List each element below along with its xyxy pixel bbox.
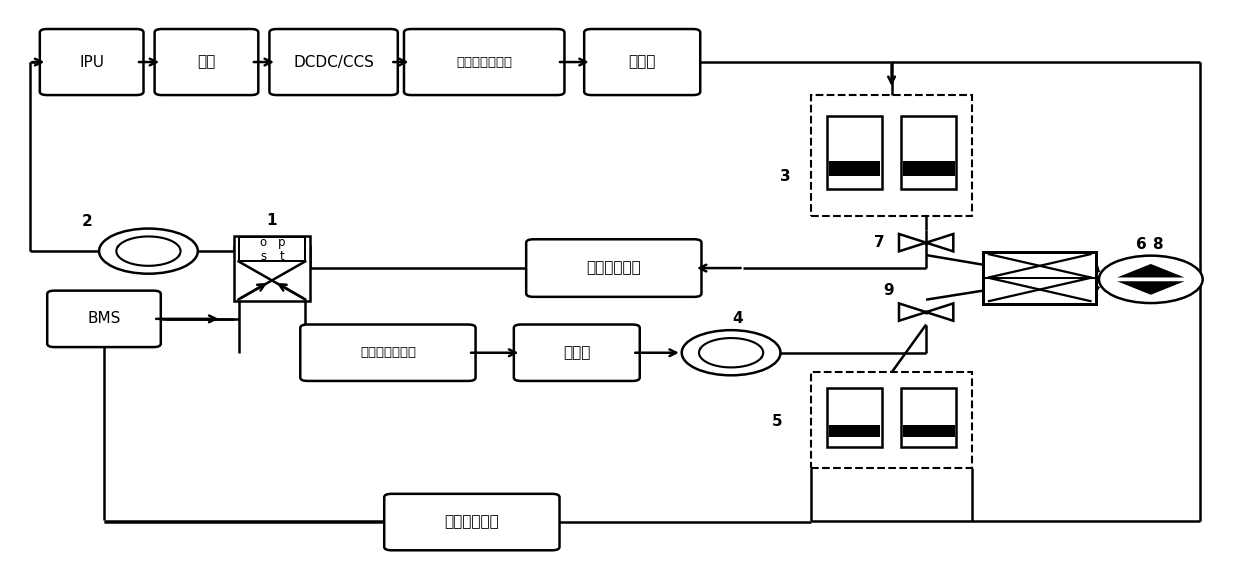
Text: IPU: IPU [79,55,104,70]
Bar [901,388,956,447]
Polygon shape [1117,281,1184,295]
Bar [903,161,955,176]
FancyBboxPatch shape [155,29,258,95]
Text: 7: 7 [874,235,885,250]
FancyBboxPatch shape [513,324,640,381]
FancyBboxPatch shape [404,29,564,95]
Text: 电机: 电机 [197,55,216,70]
Polygon shape [899,303,926,321]
Text: o: o [259,236,267,249]
Text: 9: 9 [883,283,894,298]
Text: 第一温度传感器: 第一温度传感器 [456,55,512,68]
FancyBboxPatch shape [526,239,702,297]
Text: 6: 6 [1136,237,1147,252]
Text: p: p [278,236,285,249]
Polygon shape [899,234,926,251]
Text: 3: 3 [780,169,791,184]
Text: 4: 4 [732,311,743,327]
Text: 8: 8 [1152,237,1162,252]
Text: 第一供液装置: 第一供液装置 [587,260,641,275]
Bar [811,95,972,216]
FancyBboxPatch shape [47,291,161,347]
Text: DCDC/CCS: DCDC/CCS [293,55,374,70]
Bar [827,116,882,189]
Text: 1: 1 [267,213,277,229]
FancyBboxPatch shape [584,29,701,95]
Bar [903,425,955,437]
Circle shape [99,229,198,274]
Circle shape [682,330,780,375]
Text: t: t [279,250,284,263]
Bar [828,161,880,176]
FancyBboxPatch shape [40,29,144,95]
FancyBboxPatch shape [300,324,476,381]
Bar [983,252,1096,304]
Polygon shape [926,303,954,321]
Bar [811,372,972,469]
Text: BMS: BMS [87,311,120,327]
Bar [827,388,882,447]
Bar [901,116,956,189]
Circle shape [1099,256,1203,303]
Polygon shape [1117,264,1184,278]
Text: 2: 2 [82,214,92,229]
Bar [233,235,310,300]
FancyBboxPatch shape [384,494,559,550]
Text: 散热器: 散热器 [629,55,656,70]
Text: 第二温度传感器: 第二温度传感器 [360,346,415,359]
Text: 5: 5 [771,414,782,429]
Polygon shape [926,234,954,251]
FancyBboxPatch shape [269,29,398,95]
Text: s: s [260,250,267,263]
Bar [828,425,880,437]
Bar [238,237,305,262]
Text: 加热器: 加热器 [563,345,590,360]
Text: 第二供液装置: 第二供液装置 [444,515,500,530]
